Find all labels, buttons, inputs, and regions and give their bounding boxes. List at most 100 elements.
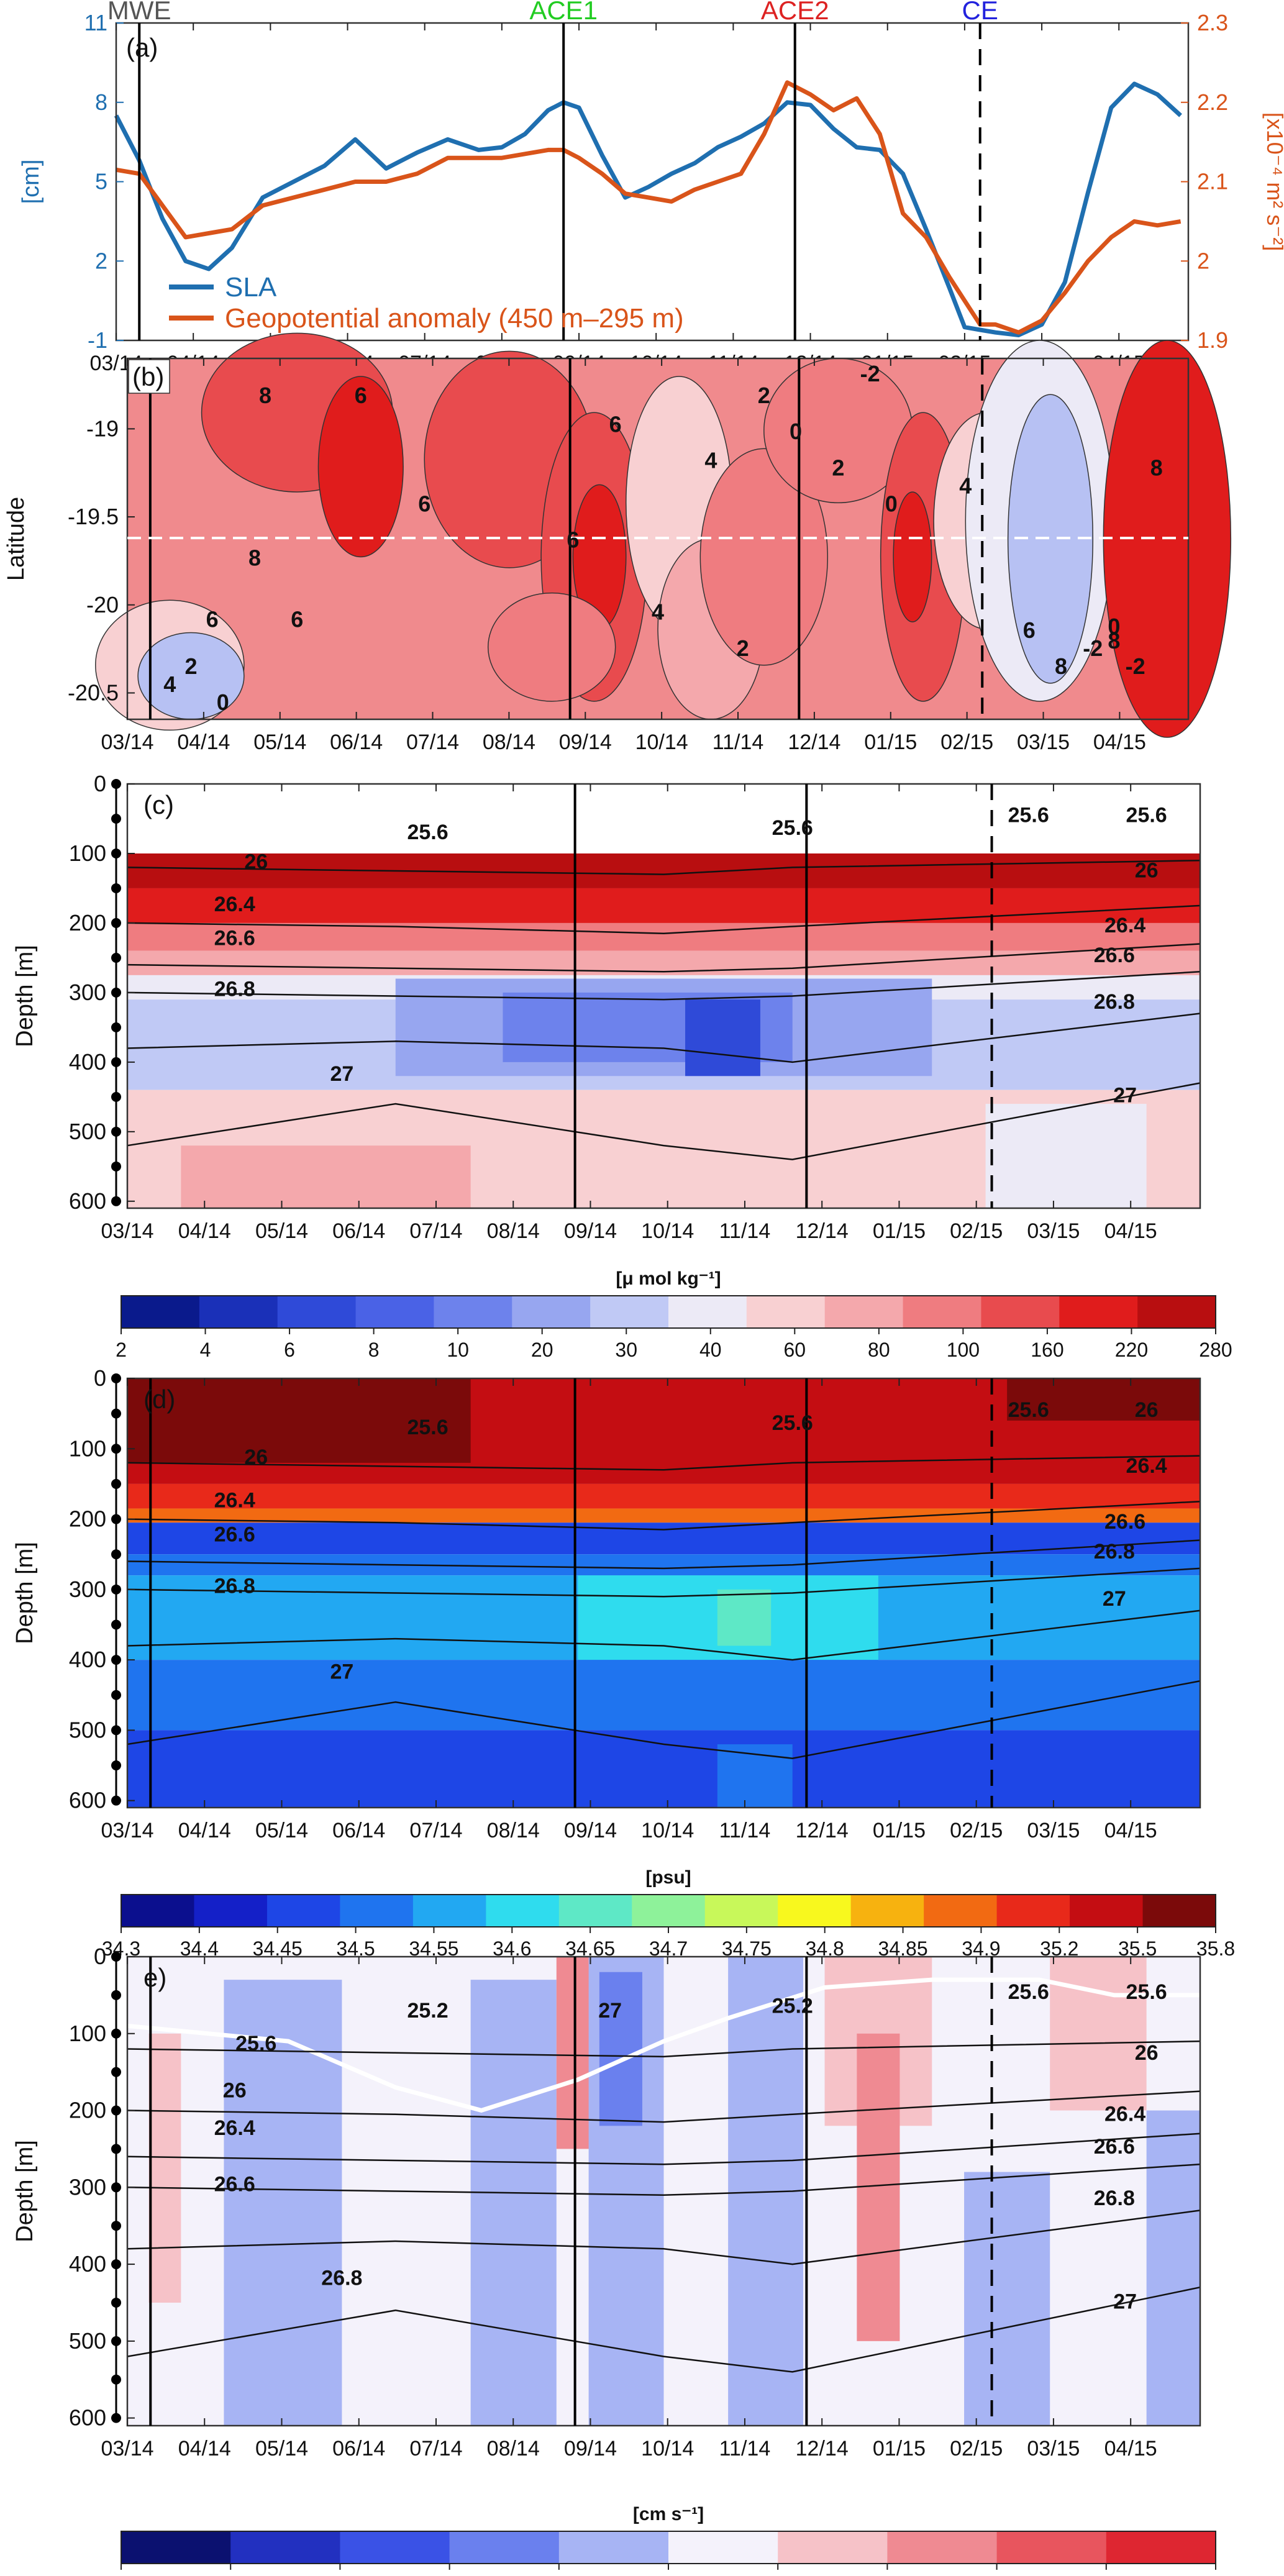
e-xtick-label: 05/14 [255,2437,308,2460]
b-xtick-label: 09/14 [559,730,612,754]
c-isopycnal-line [127,904,1201,934]
c-ytick-label: 500 [69,1119,106,1144]
c-xtick-label: 03/15 [1027,1219,1080,1243]
d-colorbar-tick-label: 35.8 [1196,1937,1235,1960]
b-xtick-label: 07/14 [406,730,459,754]
a-ytick-left-label: 5 [95,169,107,194]
b-contour-label: 6 [291,606,303,632]
e-colorbar-tick-label: -5 [550,2574,568,2576]
c-isopycnal-label: 27 [330,1062,353,1086]
c-panel-label: (c) [143,790,174,819]
e-xtick-label: 06/14 [332,2437,385,2460]
c-isopycnal-label: 25.6 [407,821,448,844]
d-xtick-label: 08/14 [487,1819,540,1842]
d-field [127,1378,1200,1808]
c-colorbar-cell [824,1296,904,1328]
e-isopycnal-line [127,2040,1201,2058]
d-xtick-label: 10/14 [641,1819,694,1842]
b-blob [487,592,616,702]
b-contour-label: 0 [1108,614,1120,639]
d-ytick-label: 500 [69,1717,106,1742]
a-ytick-left-label: 2 [95,248,107,273]
c-xtick-label: 08/14 [487,1219,540,1243]
c-isopycnal-label: 27 [1113,1083,1137,1107]
c-ytick-label: 600 [69,1188,106,1214]
e-colorbar-cell [230,2531,340,2564]
b-xtick-label: 11/14 [713,730,764,754]
c-isopycnal-label: 25.6 [1126,803,1167,827]
d-ytick-label: 600 [69,1788,106,1813]
c-xtick-label: 12/14 [796,1219,849,1243]
event-label-ace2: ACE2 [761,0,829,25]
c-colorbar-tick-label: 60 [784,1339,806,1361]
e-ytick-label: 0 [94,1944,106,1969]
d-colorbar-cell [194,1895,268,1927]
a-ytick-right-label: 1.9 [1197,327,1228,353]
c-xtick-label: 04/15 [1104,1219,1157,1243]
d-xtick-label: 05/14 [255,1819,308,1842]
d-isopycnal-label: 27 [1103,1587,1126,1611]
b-xtick-label: 10/14 [635,730,688,754]
b-contour-label: 2 [737,635,749,661]
c-colorbar-tick-label: 80 [868,1339,890,1361]
b-xtick-label: 08/14 [483,730,535,754]
c-field-band [985,1104,1147,1208]
a-ytick-right-label: 2.2 [1197,89,1228,115]
c-colorbar-cell [512,1296,591,1328]
b-contour-label: 4 [163,671,176,697]
e-colorbar-cell [1106,2531,1216,2564]
b-contour-label: 6 [567,527,579,553]
b-xtick-label: 03/14 [101,730,153,754]
d-isopycnal-line [127,1680,1201,1759]
c-isopycnal-line [127,971,1201,1001]
c-isopycnal-line [127,1082,1201,1160]
b-contour-label: 6 [206,606,219,632]
b-contour-label: 4 [959,473,972,498]
e-isopycnal-label: 26 [1135,2041,1159,2065]
d-xtick-label: 11/14 [719,1819,771,1842]
b-panel-label: (b) [132,362,164,391]
d-colorbar-cell [558,1895,632,1927]
e-isopycnal-label: 25.2 [772,1995,813,2018]
a-legend-label-sla: SLA [225,272,277,303]
e-field-band [148,2033,181,2303]
d-field-band [127,1730,1200,1808]
d-field-band [127,1508,1200,1523]
e-field-band [599,1972,642,2126]
c-isopycnal-label: 26.4 [1104,914,1145,937]
c-isopycnal-label: 26.8 [214,978,255,1001]
e-field-band [1050,1957,1147,2111]
c-colorbar-cell [746,1296,826,1328]
d-xtick-label: 02/15 [950,1819,1003,1842]
e-colorbar-cell [558,2531,669,2564]
c-colorbar-cell [434,1296,512,1328]
c-field-band [685,999,760,1076]
c-isopycnal-line [127,859,1201,875]
e-frame [126,1955,1201,2427]
b-ytick-label: -19 [86,416,119,441]
e-panel-label: e) [143,1963,166,1992]
e-field-band [470,1980,557,2426]
e-isopycnal-line [127,2286,1201,2373]
c-isopycnal-label: 25.6 [1008,803,1049,827]
c-isopycnal-label: 26.6 [214,927,255,950]
e-ytick-label: 100 [69,2021,106,2046]
e-field-band [964,2172,1050,2426]
d-isopycnal-label: 27 [330,1660,353,1684]
c-field-band [181,1145,471,1208]
e-ytick-label: 400 [69,2251,106,2277]
d-colorbar-cell [924,1895,998,1927]
d-colorbar-cell [266,1895,340,1927]
e-xtick-label: 12/14 [796,2437,849,2460]
e-colorbar-cell [121,2531,231,2564]
d-colorbar-cell [121,1895,194,1927]
b-contour-label: 8 [1055,653,1067,679]
b-ytick-label: -20 [86,592,119,617]
d-isopycnal-label: 25.6 [407,1416,448,1439]
c-isopycnal-line [127,943,1201,973]
d-isopycnal-label: 26 [244,1445,268,1469]
c-xtick-label: 05/14 [255,1219,308,1243]
event-label-ce: CE [962,0,998,25]
d-isopycnal-line [127,1609,1201,1661]
